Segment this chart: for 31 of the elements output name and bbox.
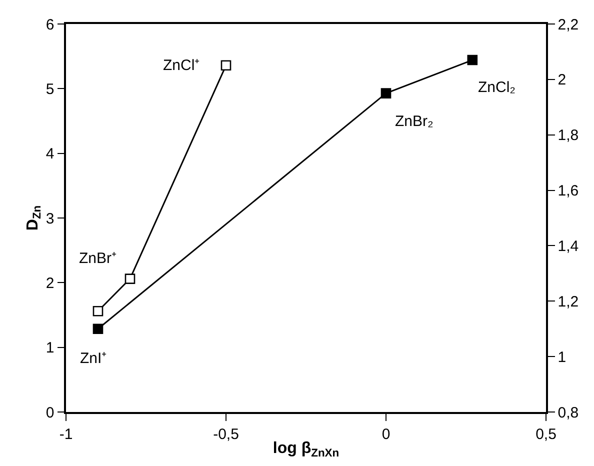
annotation: ZnBr₂ bbox=[395, 113, 434, 130]
annotation: ZnBr⁺ bbox=[79, 250, 117, 267]
point bbox=[92, 324, 104, 334]
point bbox=[220, 60, 232, 71]
y2-tick-label: 1,2 bbox=[558, 293, 579, 310]
y2-tick-label: 1 bbox=[558, 348, 566, 366]
point bbox=[92, 306, 104, 316]
y2-tick-label: 2,2 bbox=[558, 16, 579, 34]
y-tick-label: 5 bbox=[46, 80, 54, 98]
y-tick-label: 0 bbox=[46, 404, 54, 422]
point bbox=[124, 274, 136, 284]
y2-tick-label: 1,6 bbox=[558, 182, 579, 200]
annotation: ZnCl₂ bbox=[478, 79, 516, 96]
y-tick-label: 4 bbox=[46, 146, 54, 163]
y2-tick-label: 1,4 bbox=[558, 238, 579, 255]
point bbox=[380, 88, 392, 98]
x-tick-label: 0,5 bbox=[536, 426, 556, 443]
y-tick-label: 3 bbox=[46, 210, 54, 228]
annotation: ZnI⁺ bbox=[80, 350, 107, 367]
x-tick-label: -1 bbox=[59, 426, 73, 443]
annotation: ZnCl⁺ bbox=[163, 57, 200, 74]
y2-tick-label: 1,8 bbox=[558, 127, 579, 144]
x-tick-label: -0,5 bbox=[213, 426, 239, 443]
y2-tick-label: 0,8 bbox=[558, 404, 579, 422]
y-tick-label: 2 bbox=[46, 274, 54, 292]
y2-tick-label: 2 bbox=[558, 72, 566, 89]
y-tick-label: 6 bbox=[46, 16, 54, 34]
y-tick-label: 1 bbox=[46, 340, 54, 357]
x-tick-label: 0 bbox=[382, 426, 390, 443]
point bbox=[467, 54, 478, 66]
x-axis-title: log β$_{ZnXn}$ bbox=[272, 440, 340, 460]
